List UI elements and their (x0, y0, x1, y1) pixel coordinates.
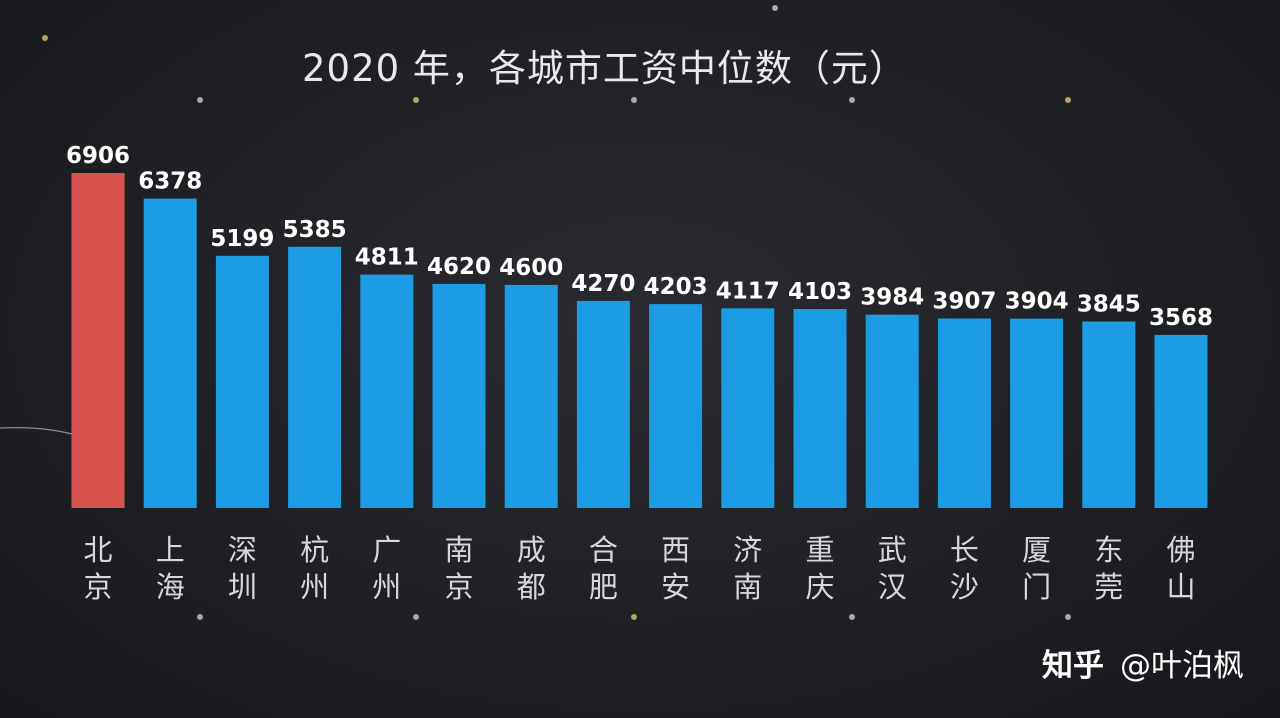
bar-东莞 (1082, 321, 1136, 508)
category-label-上海: 海 (156, 570, 185, 604)
bar-value-label: 4811 (355, 245, 419, 271)
category-label-济南: 济 (733, 533, 762, 567)
category-label-西安: 安 (661, 570, 690, 604)
category-label-上海: 上 (156, 533, 185, 567)
bar-value-label: 4620 (427, 254, 491, 280)
decor-dot (42, 35, 48, 41)
category-label-济南: 南 (733, 570, 762, 604)
bar-value-label: 3907 (932, 289, 996, 315)
bar-杭州 (288, 246, 342, 509)
bar-value-label: 3984 (860, 285, 924, 311)
decor-dot (1065, 97, 1071, 103)
bar-value-label: 4270 (571, 271, 635, 297)
category-label-杭州: 州 (300, 570, 329, 604)
category-label-东莞: 东 (1094, 533, 1123, 567)
category-label-东莞: 莞 (1094, 570, 1123, 604)
category-label-南京: 南 (444, 533, 473, 567)
bar-厦门 (1010, 318, 1064, 508)
category-label-佛山: 山 (1166, 570, 1195, 604)
bar-佛山 (1154, 334, 1208, 508)
bar-上海 (143, 198, 197, 508)
bar-武汉 (865, 314, 919, 508)
bar-value-label: 4103 (788, 279, 852, 305)
bar-value-label: 3904 (1005, 289, 1069, 315)
bar-value-label: 6378 (138, 169, 202, 195)
bar-value-label: 3845 (1077, 292, 1141, 318)
decor-dot (772, 5, 778, 11)
bar-西安 (649, 304, 703, 508)
decor-dot (631, 97, 637, 103)
category-label-成都: 成 (517, 533, 546, 567)
category-label-杭州: 杭 (300, 533, 329, 567)
bar-value-label: 4203 (644, 274, 708, 300)
watermark-handle: @叶泊枫 (1120, 648, 1244, 684)
bar-南京 (432, 283, 486, 508)
bar-value-label: 3568 (1149, 305, 1213, 331)
decor-dot (849, 97, 855, 103)
bar-value-label: 4600 (499, 255, 563, 281)
category-label-重庆: 庆 (805, 570, 834, 604)
bar-长沙 (937, 318, 991, 508)
chart-title: 2020 年，各城市工资中位数（元） (302, 47, 907, 90)
bar-value-label: 5385 (283, 217, 347, 243)
bar-深圳 (215, 255, 269, 508)
category-label-深圳: 圳 (228, 570, 257, 604)
category-label-佛山: 佛 (1166, 533, 1195, 567)
category-label-南京: 京 (444, 570, 473, 604)
category-label-合肥: 合 (589, 533, 618, 567)
category-label-成都: 都 (517, 570, 546, 604)
decor-dot (413, 97, 419, 103)
decor-dot (197, 97, 203, 103)
bar-成都 (504, 284, 558, 508)
bar-合肥 (576, 300, 630, 508)
decor-dot (197, 614, 203, 620)
watermark-site: 知乎 (1042, 648, 1104, 684)
category-label-厦门: 厦 (1022, 533, 1051, 567)
category-label-广州: 州 (372, 570, 401, 604)
bar-济南 (721, 308, 775, 508)
bar-重庆 (793, 309, 847, 508)
bar-广州 (360, 274, 414, 508)
decor-dot (631, 614, 637, 620)
decor-line (0, 427, 73, 435)
category-label-北京: 京 (83, 570, 112, 604)
category-label-合肥: 肥 (589, 570, 618, 604)
bar-北京 (71, 173, 125, 508)
bar-value-label: 6906 (66, 143, 130, 169)
watermark: 知乎 @叶泊枫 (1042, 640, 1244, 685)
decor-dot (1065, 614, 1071, 620)
category-label-深圳: 深 (228, 533, 257, 567)
category-label-武汉: 汉 (878, 570, 907, 604)
category-label-重庆: 重 (805, 533, 834, 567)
category-label-北京: 北 (83, 533, 112, 567)
category-label-武汉: 武 (878, 533, 907, 567)
category-label-厦门: 门 (1022, 570, 1051, 604)
bar-value-label: 5199 (210, 226, 274, 252)
decor-dot (849, 614, 855, 620)
bar-value-label: 4117 (716, 278, 780, 304)
category-label-西安: 西 (661, 533, 690, 567)
decor-dot (413, 614, 419, 620)
category-label-广州: 广 (372, 533, 401, 567)
category-label-长沙: 长 (950, 533, 979, 567)
category-label-长沙: 沙 (950, 570, 979, 604)
